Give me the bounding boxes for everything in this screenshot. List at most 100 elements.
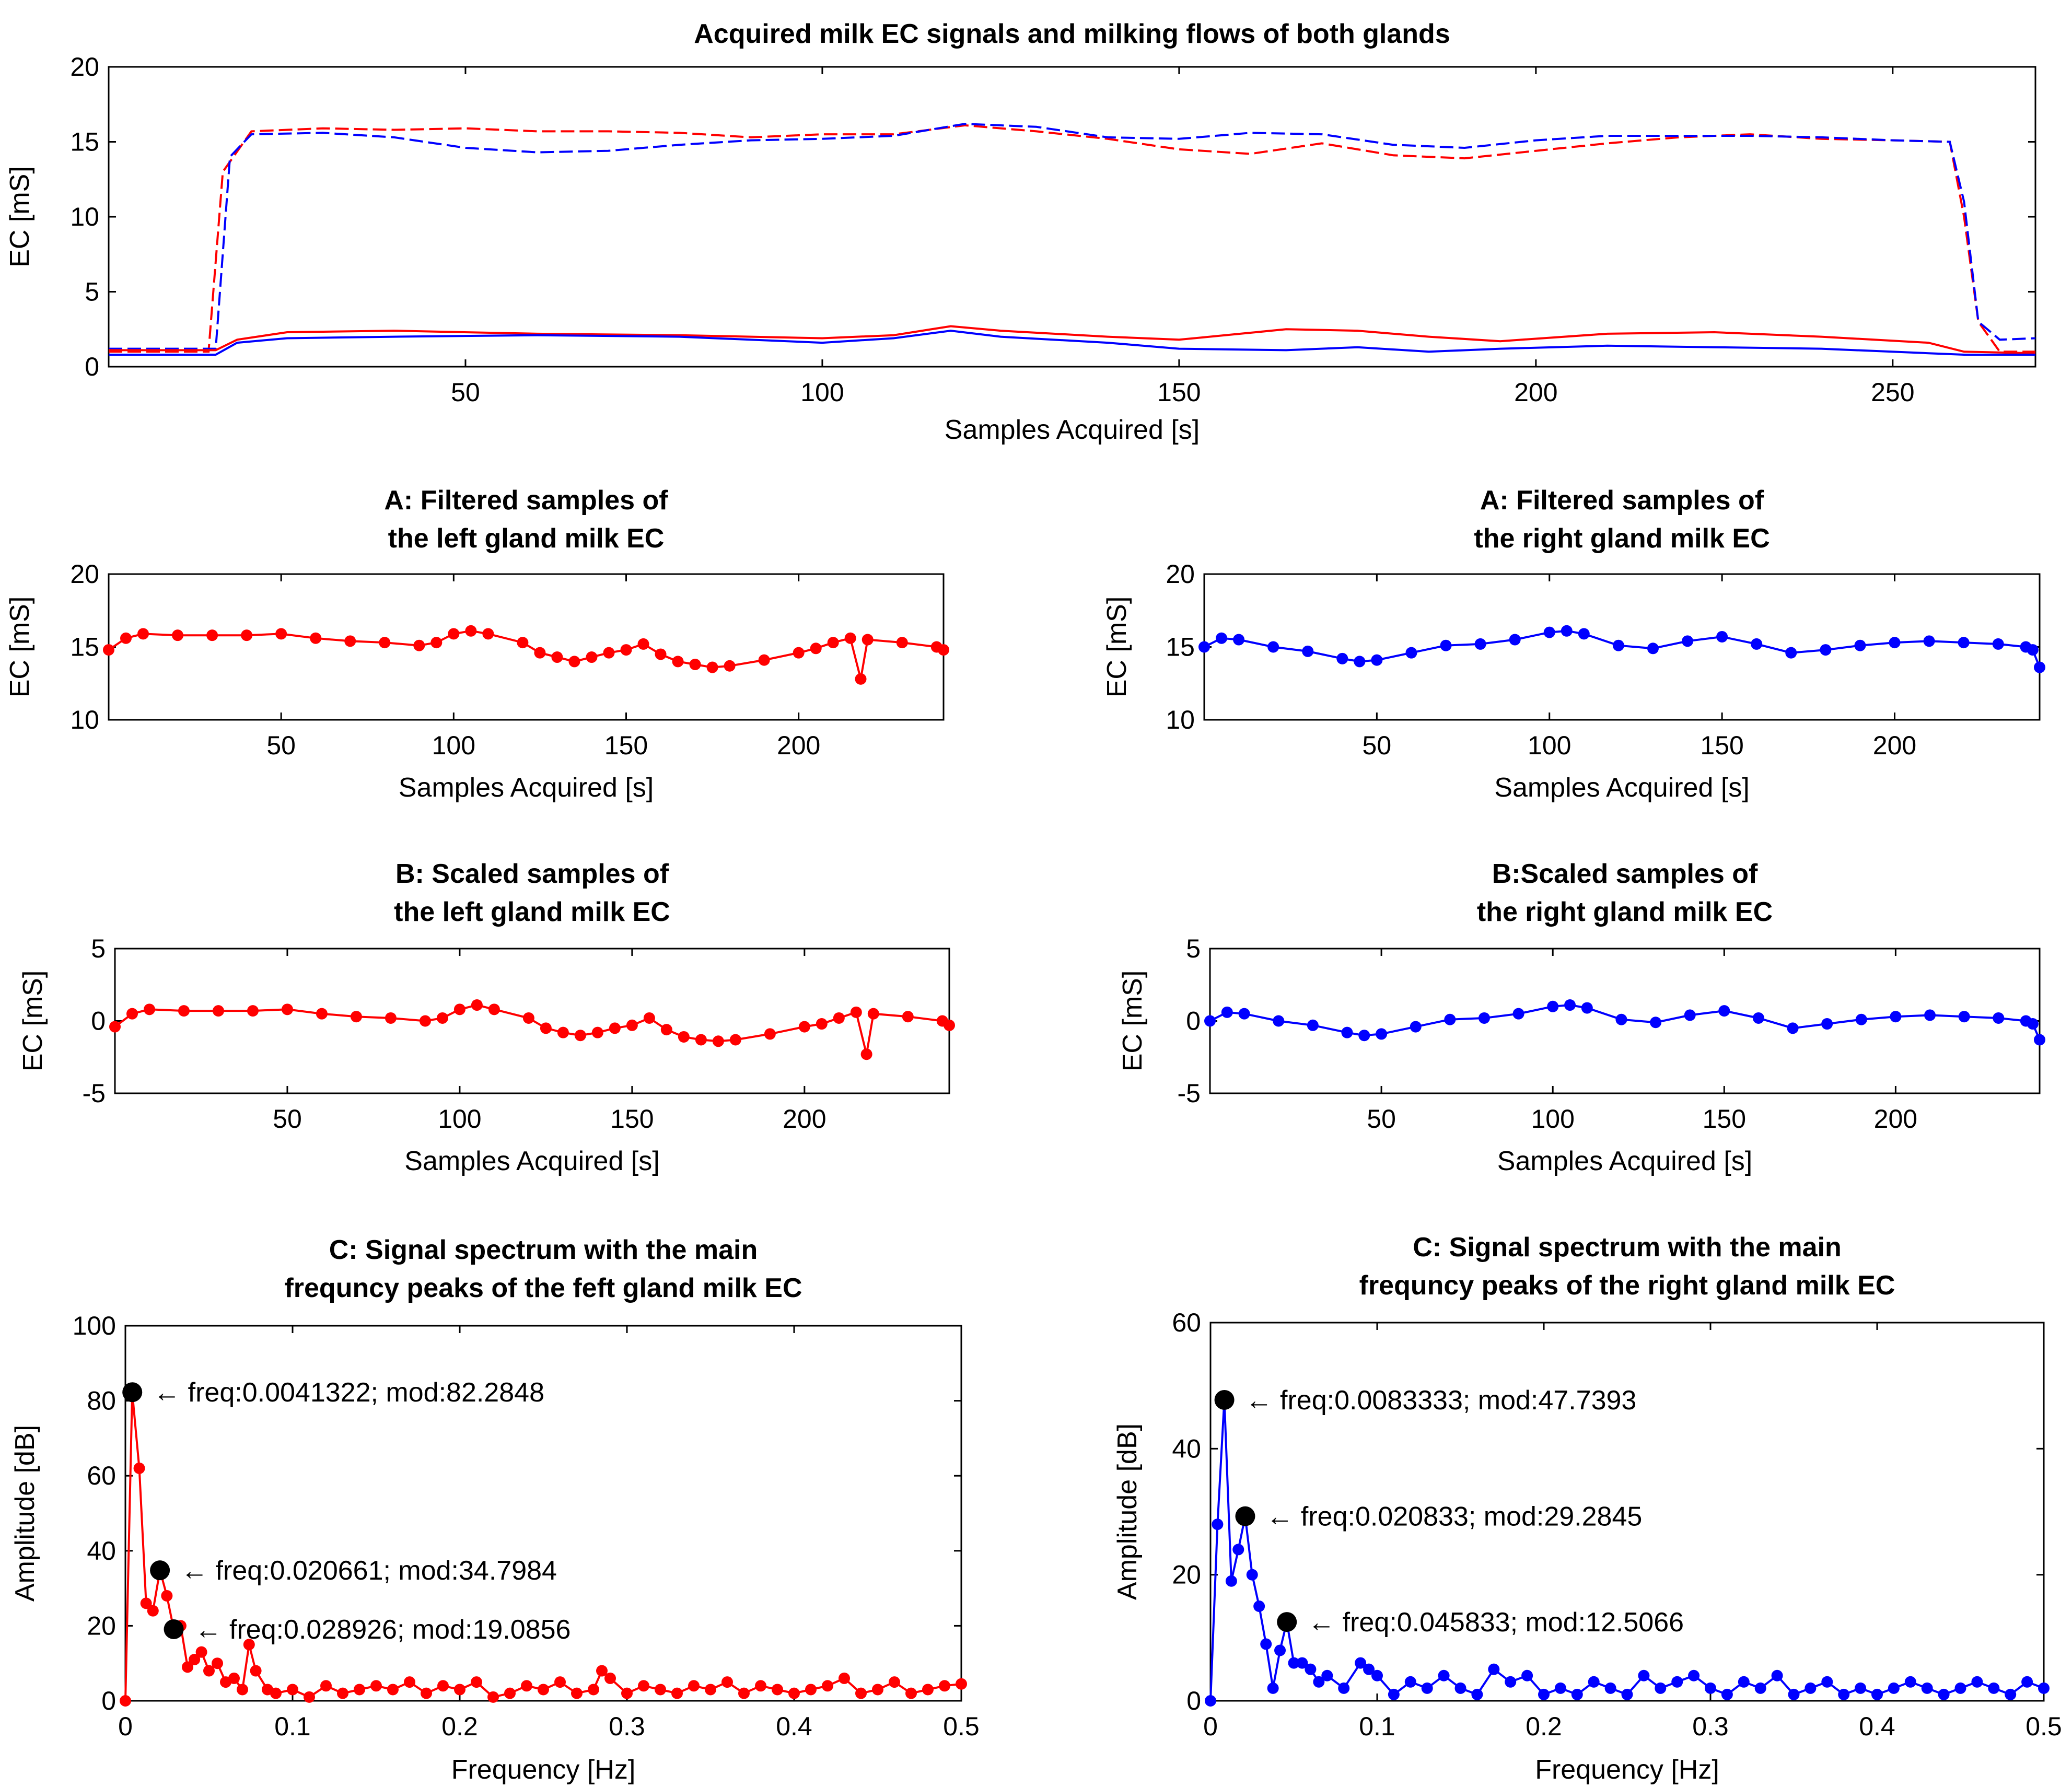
chart-C-left-data-point: [140, 1597, 152, 1609]
chart-C-right-data-point: [1267, 1682, 1279, 1694]
chart-C-right-data-point: [1705, 1682, 1716, 1694]
chart-A-left-data-point: [344, 635, 356, 647]
chart-C-left-data-point: [621, 1687, 633, 1699]
chart-C-left-data-point: [237, 1684, 248, 1696]
chart-A-right-data-point: [1682, 635, 1694, 647]
chart-C-right-data-point: [1355, 1657, 1367, 1669]
chart-C-right-data-point: [1338, 1682, 1350, 1694]
chart-main-xtick-label: 50: [451, 378, 480, 407]
chart-A-right-ylabel: EC [mS]: [1102, 597, 1132, 698]
chart-A-left-xtick-label: 150: [604, 731, 648, 760]
chart-C-left-ytick-label: 40: [87, 1536, 116, 1566]
chart-A-left-data-point: [310, 632, 322, 644]
chart-C-left-data-point: [421, 1687, 432, 1699]
chart-C-left-xtick-label: 0.3: [609, 1712, 645, 1741]
chart-C-left-peak-marker: [122, 1382, 143, 1403]
chart-C-left-data-point: [571, 1687, 583, 1699]
chart-C-left-peak-marker: [150, 1560, 170, 1581]
chart-B-right-data-point: [2034, 1034, 2045, 1046]
chart-B-right-xtick-label: 150: [1703, 1104, 1746, 1134]
chart-C-right-data-point: [1404, 1676, 1416, 1688]
chart-C-left-data-point: [189, 1654, 201, 1666]
chart-A-right-data-point: [1612, 639, 1624, 651]
chart-B-right-data-point: [1341, 1026, 1353, 1038]
chart-C-right-data-point: [1571, 1688, 1583, 1700]
chart-main-ylabel: EC [mS]: [5, 166, 35, 267]
chart-C-left-data-point: [671, 1687, 683, 1699]
chart-C-right-data-point: [1471, 1688, 1483, 1700]
chart-B-right-data-point: [1718, 1005, 1730, 1017]
chart-B-left-data-point: [247, 1005, 259, 1017]
chart-A-left-ytick-label: 15: [70, 633, 99, 662]
chart-C-right-data-point: [1388, 1688, 1400, 1700]
chart-C-right-data-point: [1671, 1676, 1683, 1688]
chart-C-left-peak-label: ← freq:0.0041322; mod:82.2848: [153, 1377, 544, 1408]
chart-A-left-data-point: [810, 643, 822, 655]
chart-A-right-data-point: [1405, 647, 1417, 659]
chart-B-right-ytick-label: 0: [1186, 1007, 1201, 1036]
chart-B-right-xtick-label: 100: [1531, 1104, 1574, 1134]
chart-A-left-data-point: [586, 651, 598, 663]
chart-B-left-data-point: [557, 1026, 569, 1038]
chart-C-left-data-point: [805, 1684, 817, 1696]
chart-C-right-data-point: [1505, 1676, 1517, 1688]
chart-C-right-data-point: [1205, 1695, 1216, 1707]
chart-B-left-data-point: [860, 1048, 872, 1060]
chart-C-right-data-point: [1363, 1663, 1375, 1675]
chart-C-right-data-point: [1821, 1676, 1833, 1688]
chart-C-left-data-point: [604, 1672, 616, 1684]
chart-A-left-data-point: [938, 644, 949, 656]
chart-B-right-data-point: [1221, 1006, 1233, 1018]
chart-C-left-data-point: [304, 1691, 315, 1703]
chart-B-right-data-point: [1821, 1018, 1833, 1030]
chart-C-left-xtick-label: 0.2: [441, 1712, 478, 1741]
chart-C-right-axes-frame: [1209, 1322, 2045, 1702]
chart-C-right-peak-label: ← freq:0.020833; mod:29.2845: [1266, 1502, 1642, 1532]
chart-C-left-xtick-label: 0.1: [274, 1712, 311, 1741]
chart-C-left-data-point: [588, 1684, 599, 1696]
chart-C-left-xtick-label: 0.5: [943, 1712, 980, 1741]
chart-main-xtick-label: 150: [1157, 378, 1201, 407]
chart-C-left-ytick-label: 0: [101, 1686, 116, 1715]
chart-C-right-data-point: [1321, 1669, 1333, 1681]
chart-B-right-data-point: [1512, 1008, 1524, 1020]
chart-B-left-data-point: [816, 1018, 828, 1030]
chart-A-right-data-point: [1267, 641, 1279, 653]
chart-C-right-data-point: [1938, 1688, 1950, 1700]
chart-C-right-data-point: [1296, 1657, 1308, 1669]
chart-C-left-data-point: [354, 1684, 365, 1696]
chart-C-right-data-point: [1232, 1544, 1244, 1556]
chart-C-left-data-point: [120, 1695, 131, 1707]
chart-B-left-data-point: [471, 999, 483, 1011]
chart-C-right-data-point: [2005, 1688, 2017, 1700]
chart-B-left-xlabel: Samples Acquired [s]: [404, 1146, 659, 1176]
chart-A-right-data-point: [1958, 637, 1970, 649]
chart-C-left-xtick-label: 0.4: [776, 1712, 812, 1741]
chart-C-right-data-point: [1274, 1644, 1286, 1656]
chart-C-right-data-point: [1638, 1669, 1650, 1681]
chart-C-left-data-point: [250, 1665, 262, 1677]
chart-B-right-data-point: [1993, 1012, 2005, 1024]
chart-A-left-data-point: [672, 656, 684, 668]
chart-B-left-data-point: [660, 1024, 672, 1036]
chart-C-right-peak-marker: [1235, 1506, 1255, 1526]
chart-C-left-ytick-label: 20: [87, 1611, 116, 1640]
chart-B-right-data-point: [1890, 1011, 1902, 1023]
chart-B-right-data-point: [1376, 1028, 1388, 1040]
chart-C-left-data-point: [133, 1462, 145, 1474]
chart-B-left-data-point: [712, 1035, 724, 1047]
chart-A-right-xtick-label: 50: [1363, 731, 1392, 760]
chart-C-right-ylabel: Amplitude [dB]: [1112, 1423, 1143, 1600]
chart-B-left-data-point: [609, 1022, 621, 1034]
chart-C-right-data-point: [1771, 1669, 1783, 1681]
chart-A-right-data-point: [1561, 625, 1573, 637]
chart-C-left-data-point: [521, 1680, 532, 1692]
chart-C-left-data-point: [655, 1684, 666, 1696]
chart-B-left-data-point: [453, 1003, 465, 1015]
chart-C-left-data-point: [738, 1687, 750, 1699]
chart-B-left-xtick-label: 200: [783, 1104, 826, 1134]
chart-C-right-data-point: [1438, 1669, 1450, 1681]
chart-B-right-data-point: [1564, 999, 1576, 1011]
chart-A-left-data-point: [137, 628, 149, 640]
chart-A-left-xtick-label: 100: [432, 731, 475, 760]
